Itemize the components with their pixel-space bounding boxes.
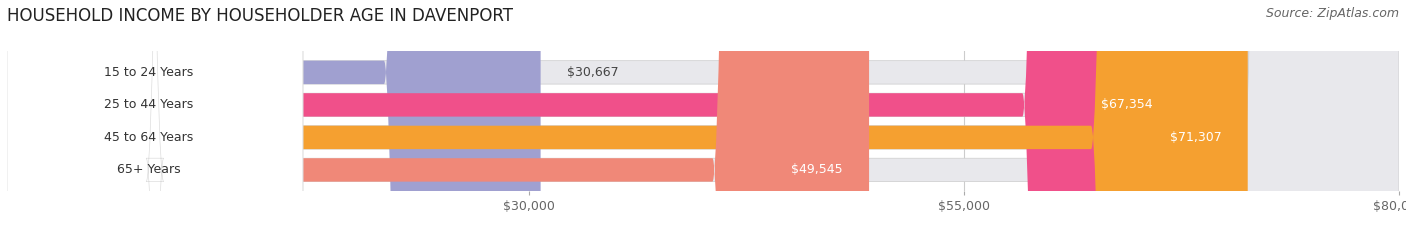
FancyBboxPatch shape (7, 0, 1399, 233)
FancyBboxPatch shape (7, 0, 541, 233)
Text: 15 to 24 Years: 15 to 24 Years (104, 66, 194, 79)
Text: $67,354: $67,354 (1101, 98, 1153, 111)
FancyBboxPatch shape (7, 0, 1247, 233)
FancyBboxPatch shape (7, 0, 1399, 233)
Text: 25 to 44 Years: 25 to 44 Years (104, 98, 194, 111)
FancyBboxPatch shape (7, 0, 1399, 233)
Text: $30,667: $30,667 (567, 66, 619, 79)
Text: 45 to 64 Years: 45 to 64 Years (104, 131, 194, 144)
FancyBboxPatch shape (7, 0, 302, 233)
Text: Source: ZipAtlas.com: Source: ZipAtlas.com (1265, 7, 1399, 20)
Text: $49,545: $49,545 (792, 163, 844, 176)
FancyBboxPatch shape (7, 0, 1180, 233)
FancyBboxPatch shape (7, 0, 1399, 233)
FancyBboxPatch shape (7, 0, 869, 233)
FancyBboxPatch shape (7, 0, 302, 233)
Text: 65+ Years: 65+ Years (117, 163, 181, 176)
FancyBboxPatch shape (7, 0, 302, 233)
Text: $71,307: $71,307 (1170, 131, 1222, 144)
Text: HOUSEHOLD INCOME BY HOUSEHOLDER AGE IN DAVENPORT: HOUSEHOLD INCOME BY HOUSEHOLDER AGE IN D… (7, 7, 513, 25)
FancyBboxPatch shape (7, 0, 302, 233)
